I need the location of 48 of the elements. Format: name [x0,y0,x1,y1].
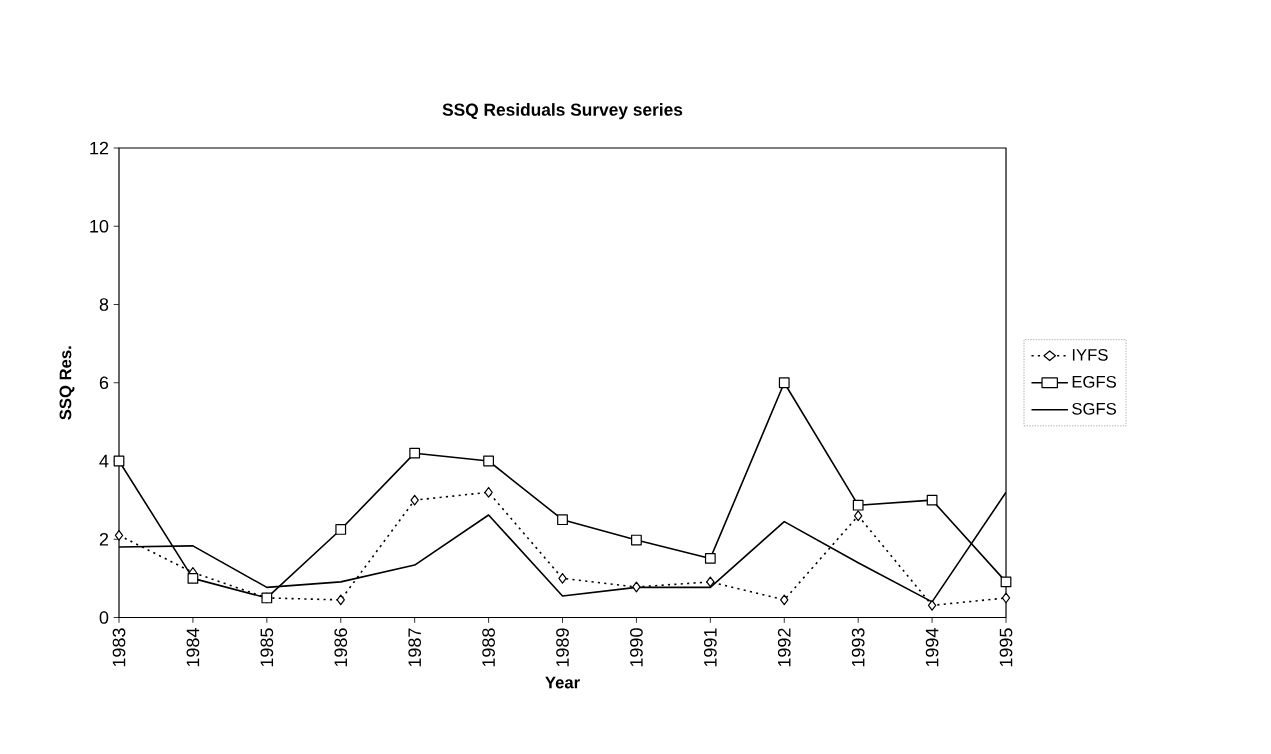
point [558,572,567,584]
x-tick-label: 1995 [999,628,1013,667]
y-tick-label: 6 [99,376,109,390]
x-tick-label: 1986 [334,628,348,667]
y-tick-label: 8 [99,298,109,311]
legend-label: IYFS [1072,348,1108,361]
x-tick-label: 1989 [556,628,569,667]
point [926,494,938,506]
x-tick-label: 1992 [777,628,791,667]
point [704,553,716,564]
y-tick-label: 10 [90,219,109,233]
point [631,534,642,546]
x-tick-label: 1987 [408,628,422,667]
chart-title: SSQ Residuals Survey series [442,103,683,120]
x-tick-label: 1988 [482,628,495,667]
y-tick-label: 0 [99,611,109,624]
point [483,455,494,467]
point [114,529,124,541]
point [335,524,347,535]
point [853,510,863,522]
point [852,499,864,511]
point [1000,576,1012,588]
legend-label: SGFS [1072,402,1116,415]
point [706,576,715,588]
y-tick-label: 12 [90,141,109,155]
point [336,594,345,606]
point [557,514,568,526]
x-tick-label: 1990 [630,628,643,667]
y-axis-title: SSQ Res. [59,346,75,420]
point [187,572,199,584]
x-tick-label: 1993 [851,628,865,667]
point [1001,592,1011,604]
x-tick-label: 1994 [925,628,939,667]
legend-label: EGFS [1072,375,1116,388]
point [632,581,641,593]
x-tick-label: 1984 [186,628,200,667]
point [409,447,421,459]
point [780,594,789,606]
y-tick-label: 2 [99,532,109,546]
x-tick-label: 1985 [260,628,274,667]
y-tick-label: 4 [99,454,109,468]
x-tick-label: 1983 [112,628,126,667]
point [484,486,493,498]
point [927,599,937,611]
x-tick-label: 1991 [703,628,717,667]
x-axis-title: Year [545,676,580,689]
point [778,377,790,389]
point [410,494,419,506]
